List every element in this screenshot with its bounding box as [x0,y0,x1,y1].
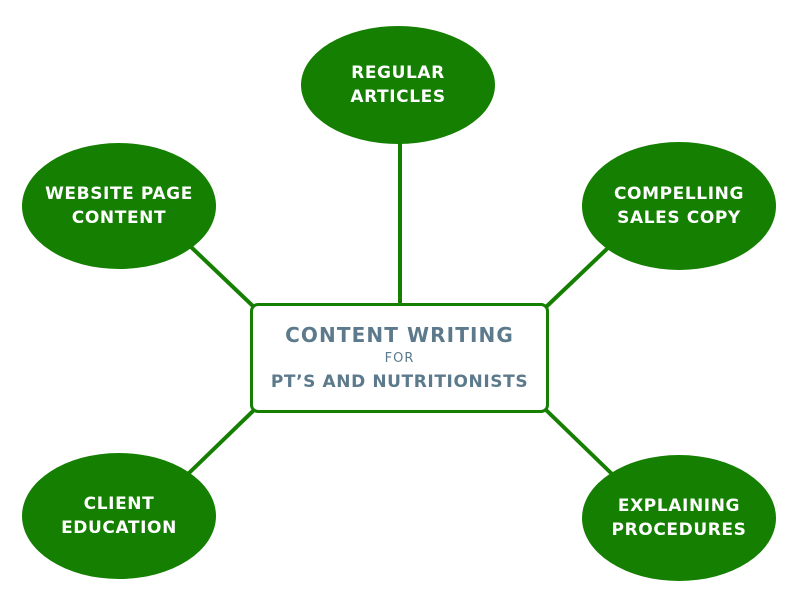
connector-explaining-procedures [544,408,614,476]
node-explaining-procedures-line2: PROCEDURES [611,520,747,540]
node-regular-articles-line2: ARTICLES [350,87,446,107]
central-topic-title: CONTENT WRITING [285,323,514,347]
node-website-page-content-line2: CONTENT [71,208,167,228]
node-client-education: CLIENT EDUCATION [22,453,216,579]
node-website-page-content-line1: WEBSITE PAGE [45,184,193,204]
central-topic-connector-word: FOR [384,351,415,366]
connector-client-education [186,408,256,476]
central-topic-box: CONTENT WRITING FOR PT’S AND NUTRITIONIS… [250,303,549,413]
node-regular-articles: REGULAR ARTICLES [301,26,495,144]
node-explaining-procedures-line1: EXPLAINING [617,496,741,516]
central-topic-subtitle: PT’S AND NUTRITIONISTS [270,372,529,392]
node-compelling-sales-copy-line1: COMPELLING [613,184,745,204]
node-compelling-sales-copy: COMPELLING SALES COPY [582,142,776,270]
connector-website-page-content [188,244,256,309]
node-compelling-sales-copy-line2: SALES COPY [617,208,741,228]
node-client-education-line2: EDUCATION [61,518,177,538]
node-client-education-line1: CLIENT [83,494,155,514]
connector-compelling-sales-copy [544,244,612,309]
node-regular-articles-line1: REGULAR [351,63,445,83]
node-explaining-procedures: EXPLAINING PROCEDURES [582,455,776,581]
node-website-page-content: WEBSITE PAGE CONTENT [22,143,216,269]
